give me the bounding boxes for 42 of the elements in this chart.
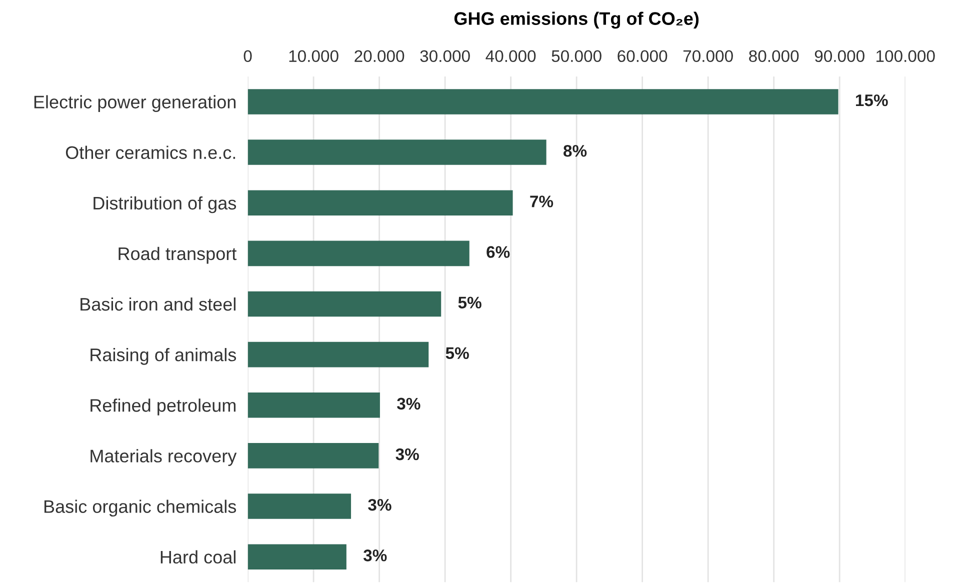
annotation: 3% (368, 498, 392, 511)
x-tick-label: 10.000 (289, 50, 338, 62)
bar (248, 291, 442, 317)
x-tick-label: 70.000 (683, 50, 733, 62)
bar (248, 494, 352, 519)
x-tick-label: 100.000 (876, 50, 935, 62)
y-tick-label: Basic organic chemicals (44, 500, 236, 517)
annotation: 6% (486, 246, 510, 258)
y-tick-label: Electric power generation (34, 95, 236, 112)
bar (248, 89, 838, 114)
x-tick-label: 0 (244, 50, 252, 62)
annotation: 3% (396, 448, 419, 460)
y-tick-label: Distribution of gas (94, 196, 236, 214)
bar (248, 190, 513, 216)
bar (248, 342, 429, 368)
x-axis-title: GHG emissions (Tg of CO₂e) (454, 12, 699, 29)
x-tick-label: 60.000 (618, 50, 668, 62)
annotation: 8% (564, 144, 587, 157)
y-tick-label: Hard coal (160, 550, 236, 564)
annotation: 15% (856, 94, 888, 106)
x-tick-label: 30.000 (420, 50, 470, 62)
x-tick-label: 80.000 (749, 50, 799, 62)
annotation: 5% (446, 347, 469, 360)
y-tick-label: Other ceramics n.e.c. (66, 146, 236, 160)
bar (248, 392, 380, 418)
bar (248, 140, 546, 165)
annotation: 7% (530, 196, 554, 208)
y-tick-label: Raising of animals (90, 348, 236, 365)
x-tick-label: 40.000 (486, 50, 536, 62)
x-tick-label: 20.000 (354, 50, 404, 62)
y-tick-label: Refined petroleum (90, 398, 236, 416)
x-tick-label: 50.000 (552, 50, 602, 62)
annotation: 5% (458, 296, 482, 308)
annotation: 3% (363, 550, 387, 562)
bar (248, 544, 346, 570)
bar (248, 443, 379, 468)
y-tick-label: Basic iron and steel (80, 297, 236, 311)
bar (248, 240, 470, 266)
y-tick-label: Road transport (118, 246, 237, 264)
x-tick-label: 90.000 (814, 50, 864, 62)
annotation: 3% (397, 398, 420, 410)
y-tick-label: Materials recovery (90, 449, 237, 466)
